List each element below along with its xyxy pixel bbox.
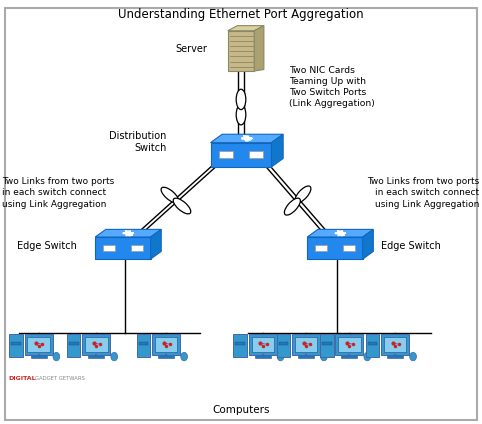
Bar: [82, 334, 110, 355]
Bar: [152, 334, 180, 355]
Text: Two NIC Cards
Teaming Up with
Two Switch Ports
(Link Aggregation): Two NIC Cards Teaming Up with Two Switch…: [289, 66, 375, 108]
Ellipse shape: [321, 352, 327, 361]
Bar: [338, 337, 361, 352]
Text: GADGET GETWARS: GADGET GETWARS: [35, 376, 84, 381]
Bar: [9, 334, 23, 357]
Bar: [228, 31, 254, 71]
Bar: [341, 355, 358, 358]
Text: Two Links from two ports
in each switch connect
using Link Aggregation: Two Links from two ports in each switch …: [2, 177, 115, 209]
Ellipse shape: [111, 352, 118, 361]
Text: DIGITAL: DIGITAL: [9, 376, 36, 381]
Bar: [252, 337, 274, 352]
Ellipse shape: [161, 187, 179, 203]
Bar: [11, 342, 21, 345]
Ellipse shape: [173, 198, 191, 214]
Ellipse shape: [236, 89, 246, 109]
Bar: [387, 355, 403, 358]
Bar: [131, 245, 143, 251]
Ellipse shape: [410, 352, 416, 361]
Text: Edge Switch: Edge Switch: [17, 241, 77, 251]
Bar: [249, 334, 277, 355]
Polygon shape: [362, 229, 373, 259]
Ellipse shape: [295, 186, 311, 203]
Bar: [85, 337, 107, 352]
Polygon shape: [95, 229, 161, 237]
Polygon shape: [271, 134, 283, 167]
Bar: [381, 334, 409, 355]
Ellipse shape: [277, 352, 284, 361]
Bar: [366, 334, 379, 357]
Polygon shape: [254, 25, 264, 71]
Polygon shape: [228, 25, 264, 31]
Bar: [295, 337, 317, 352]
Text: Computers: Computers: [212, 405, 270, 416]
Bar: [30, 355, 47, 358]
Ellipse shape: [364, 352, 371, 361]
Bar: [235, 342, 245, 345]
Bar: [368, 342, 377, 345]
Text: Understanding Ethernet Port Aggregation: Understanding Ethernet Port Aggregation: [118, 8, 364, 21]
Bar: [277, 334, 290, 357]
Bar: [67, 334, 80, 357]
Bar: [155, 337, 177, 352]
Bar: [343, 245, 355, 251]
Bar: [219, 151, 233, 159]
Ellipse shape: [236, 105, 246, 125]
Bar: [384, 337, 406, 352]
Polygon shape: [150, 229, 161, 259]
Bar: [69, 342, 79, 345]
Bar: [139, 342, 148, 345]
Ellipse shape: [284, 198, 300, 215]
Bar: [335, 334, 363, 355]
Polygon shape: [308, 237, 362, 259]
Bar: [88, 355, 105, 358]
Bar: [25, 334, 53, 355]
Bar: [320, 334, 334, 357]
Ellipse shape: [181, 352, 187, 361]
Text: Two Links from two ports
in each switch connect
using Link Aggregation: Two Links from two ports in each switch …: [367, 177, 480, 209]
Bar: [298, 355, 314, 358]
Bar: [315, 245, 327, 251]
Bar: [158, 355, 174, 358]
Bar: [292, 334, 320, 355]
Bar: [322, 342, 332, 345]
Bar: [137, 334, 150, 357]
Bar: [279, 342, 288, 345]
Polygon shape: [308, 229, 373, 237]
Text: Distribution
Switch: Distribution Switch: [109, 131, 166, 153]
Bar: [103, 245, 115, 251]
Bar: [254, 355, 271, 358]
Polygon shape: [211, 142, 271, 167]
Bar: [249, 151, 263, 159]
Polygon shape: [95, 237, 150, 259]
Text: Server: Server: [175, 44, 207, 54]
Bar: [233, 334, 247, 357]
Ellipse shape: [53, 352, 60, 361]
Bar: [27, 337, 50, 352]
Text: Edge Switch: Edge Switch: [381, 241, 441, 251]
Polygon shape: [211, 134, 283, 142]
